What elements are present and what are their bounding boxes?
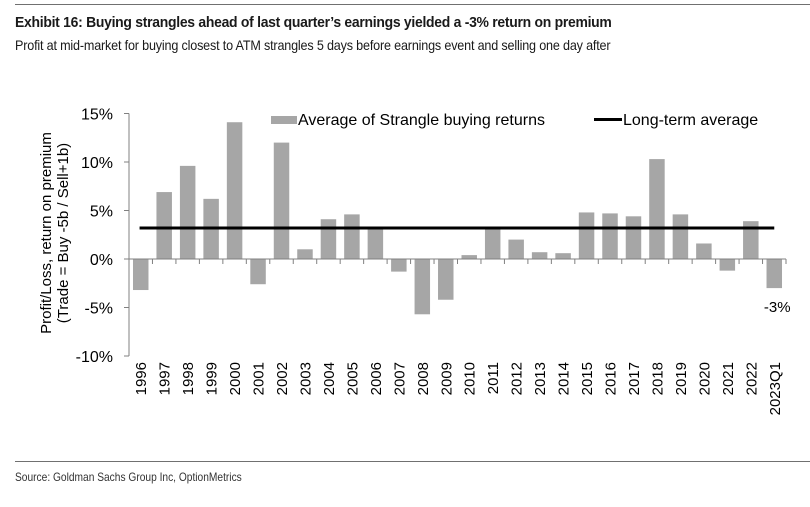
x-tick-label: 1996	[133, 362, 150, 395]
x-tick-label: 2003	[297, 362, 314, 395]
bar-2019	[672, 214, 689, 259]
bar-1998	[179, 165, 196, 259]
legend-swatch-bars	[271, 116, 297, 124]
bar-2020	[696, 243, 712, 259]
y-tick-label: 0%	[90, 252, 113, 269]
bar-2009	[438, 259, 454, 300]
x-tick-label: 2012	[509, 362, 526, 395]
y-tick-label: 15%	[81, 107, 113, 124]
x-tick-label: 2014	[556, 362, 573, 395]
y-axis-label-line: (Trade = Buy -5b / Sell+1b)	[55, 143, 72, 323]
x-tick-label: 2001	[251, 362, 268, 395]
top-rule	[15, 4, 810, 5]
x-tick-label: 2000	[227, 362, 244, 395]
bar-2004	[320, 219, 337, 259]
x-tick-label: 2005	[344, 362, 361, 395]
x-tick-label: 1997	[157, 362, 174, 395]
bar-2012	[508, 239, 524, 259]
x-tick-label: 2013	[532, 362, 549, 395]
y-tick-label: -10%	[76, 349, 113, 366]
x-tick-label: 1998	[180, 362, 197, 395]
x-tick-label: 2019	[673, 362, 690, 395]
x-tick-label: 2011	[485, 362, 502, 394]
data-label-2023Q1: -3%	[764, 299, 791, 316]
x-tick-label: 2023Q1	[767, 362, 784, 415]
x-tick-label: 2002	[274, 362, 291, 395]
x-tick-label: 2016	[603, 362, 620, 395]
exhibit-subtitle: Profit at mid-market for buying closest …	[15, 37, 611, 53]
x-tick-label: 2006	[368, 362, 385, 395]
legend-label-bars: Average of Strangle buying returns	[298, 112, 545, 129]
bar-2003	[297, 249, 313, 259]
bar-1996	[132, 259, 149, 291]
bar-2002	[273, 142, 290, 259]
bar-2010	[461, 255, 477, 259]
bar-2008	[414, 259, 431, 315]
exhibit-title: Exhibit 16: Buying strangles ahead of la…	[15, 14, 612, 31]
bar-2022	[743, 221, 759, 259]
y-axis-label-line: Profit/Loss, return on premium	[38, 132, 55, 334]
bar-2016	[602, 213, 618, 259]
bar-1997	[156, 192, 172, 259]
y-ticks-group: 15% 10% 5% 0% -5% -10%	[76, 107, 129, 366]
bar-2018	[649, 159, 665, 259]
bar-2017	[625, 216, 642, 259]
x-tick-label: 2010	[462, 362, 479, 395]
x-tick-label: 2018	[649, 362, 666, 395]
bar-2007	[391, 259, 407, 272]
bar-2014	[555, 253, 571, 259]
x-tick-label: 2022	[743, 362, 760, 395]
bar-2006	[367, 228, 384, 259]
y-tick-label: 10%	[81, 155, 113, 172]
bar-2023Q1	[766, 259, 783, 289]
x-tick-label: 1999	[204, 362, 221, 395]
source-note: Source: Goldman Sachs Group Inc, OptionM…	[15, 470, 242, 484]
x-tick-label: 2017	[626, 362, 643, 395]
legend-label-line: Long-term average	[623, 112, 758, 129]
y-tick-label: 5%	[90, 204, 113, 221]
bars-group	[132, 122, 783, 315]
bar-2021	[719, 259, 736, 271]
x-tick-label: 2008	[415, 362, 432, 395]
bar-2005	[344, 214, 360, 259]
bar-2000	[226, 122, 243, 259]
annotations-group: -3%	[764, 299, 791, 316]
x-tick-label: 2007	[391, 362, 408, 395]
bar-2013	[531, 252, 548, 259]
x-tick-label: 2009	[438, 362, 455, 395]
x-tick-label: 2021	[720, 362, 737, 395]
x-tick-label: 2015	[579, 362, 596, 395]
x-tick-label: 2004	[321, 362, 338, 395]
bar-2001	[250, 259, 266, 285]
bar-2011	[484, 228, 501, 259]
y-axis-label-group: Profit/Loss, return on premium (Trade = B…	[38, 132, 72, 334]
y-tick-label: -5%	[85, 301, 113, 318]
bottom-rule	[15, 461, 810, 462]
x-tick-label: 2020	[696, 362, 713, 395]
legend: Average of Strangle buying returns Long-t…	[271, 112, 758, 129]
bar-2015	[578, 212, 595, 259]
x-ticks-group: 1996 1997 1998 1999 2000 2001 2002 2003 2004 2005…	[133, 259, 787, 415]
